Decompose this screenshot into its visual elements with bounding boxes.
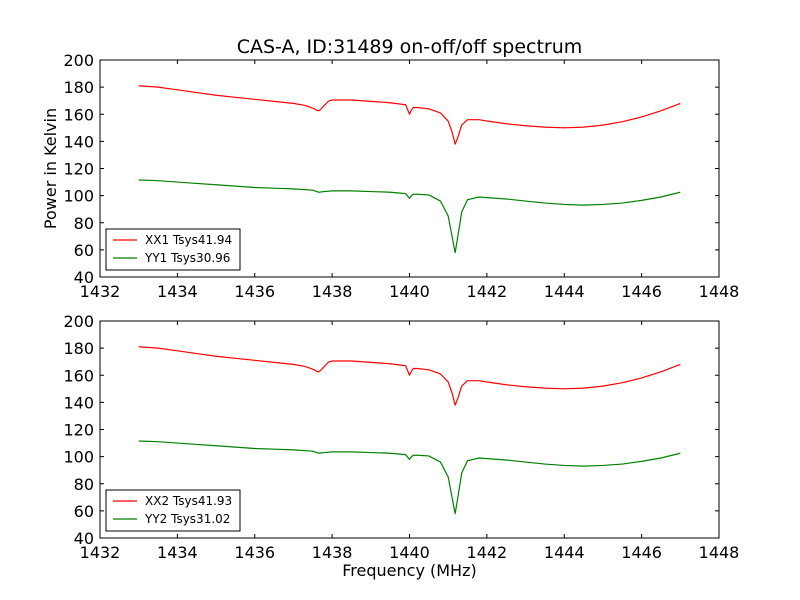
x-axis-label: Frequency (MHz) xyxy=(342,561,476,580)
y-tick-label: 80 xyxy=(74,214,94,233)
y-tick-label: 40 xyxy=(74,268,94,287)
x-tick-label: 1436 xyxy=(234,543,275,562)
legend-label: YY1 Tsys30.96 xyxy=(144,251,230,265)
y-tick-label: 80 xyxy=(74,475,94,494)
y-tick-label: 40 xyxy=(74,529,94,548)
series-line-yy2 xyxy=(138,440,681,515)
legend-box xyxy=(105,489,241,532)
x-tick-label: 1440 xyxy=(389,282,430,301)
y-tick-label: 100 xyxy=(63,448,94,467)
y-tick-label: 200 xyxy=(63,51,94,70)
x-tick-label: 1440 xyxy=(389,543,430,562)
y-tick-label: 180 xyxy=(63,339,94,358)
x-tick-label: 1432 xyxy=(80,543,121,562)
x-tick-label: 1434 xyxy=(157,543,198,562)
x-tick-label: 1438 xyxy=(312,543,353,562)
legend-label: XX2 Tsys41.93 xyxy=(145,494,232,508)
x-tick-label: 1448 xyxy=(699,543,740,562)
x-tick-label: 1446 xyxy=(621,543,662,562)
x-tick-label: 1446 xyxy=(621,282,662,301)
y-tick-label: 140 xyxy=(63,132,94,151)
x-tick-label: 1436 xyxy=(234,282,275,301)
y-tick-label: 160 xyxy=(63,366,94,385)
chart-panel-2: 1432 1434 1436 1438 1440 1442 1444 1446 1448 40 60… xyxy=(63,312,739,580)
x-tick-label: 1442 xyxy=(467,543,508,562)
series-line-xx2 xyxy=(138,346,681,406)
x-tick-label: 1444 xyxy=(544,543,585,562)
chart-title: CAS-A, ID:31489 on-off/off spectrum xyxy=(237,36,583,58)
y-tick-label: 200 xyxy=(63,312,94,331)
y-tick-label: 180 xyxy=(63,78,94,97)
x-tick-label: 1444 xyxy=(544,282,585,301)
y-axis-label: Power in Kelvin xyxy=(41,108,60,229)
legend: XX2 Tsys41.93 YY2 Tsys31.02 xyxy=(105,489,241,532)
chart-panel-1: 1432 1434 1436 1438 1440 1442 1444 1446 1448 40 60… xyxy=(41,36,739,301)
y-tick-label: 60 xyxy=(74,241,94,260)
x-tick-label: 1438 xyxy=(312,282,353,301)
legend-label: YY2 Tsys31.02 xyxy=(144,512,230,526)
legend-box xyxy=(105,228,241,271)
x-tick-label: 1434 xyxy=(157,282,198,301)
legend: XX1 Tsys41.94 YY1 Tsys30.96 xyxy=(105,228,241,271)
legend-label: XX1 Tsys41.94 xyxy=(145,233,232,247)
y-tick-label: 140 xyxy=(63,393,94,412)
series-line-yy1 xyxy=(138,179,681,254)
y-tick-label: 60 xyxy=(74,502,94,521)
x-tick-label: 1448 xyxy=(699,282,740,301)
y-tick-label: 120 xyxy=(63,421,94,440)
y-tick-label: 160 xyxy=(63,105,94,124)
y-tick-label: 120 xyxy=(63,160,94,179)
series-line-xx1 xyxy=(138,85,681,145)
x-tick-label: 1442 xyxy=(467,282,508,301)
y-tick-label: 100 xyxy=(63,187,94,206)
x-tick-label: 1432 xyxy=(80,282,121,301)
